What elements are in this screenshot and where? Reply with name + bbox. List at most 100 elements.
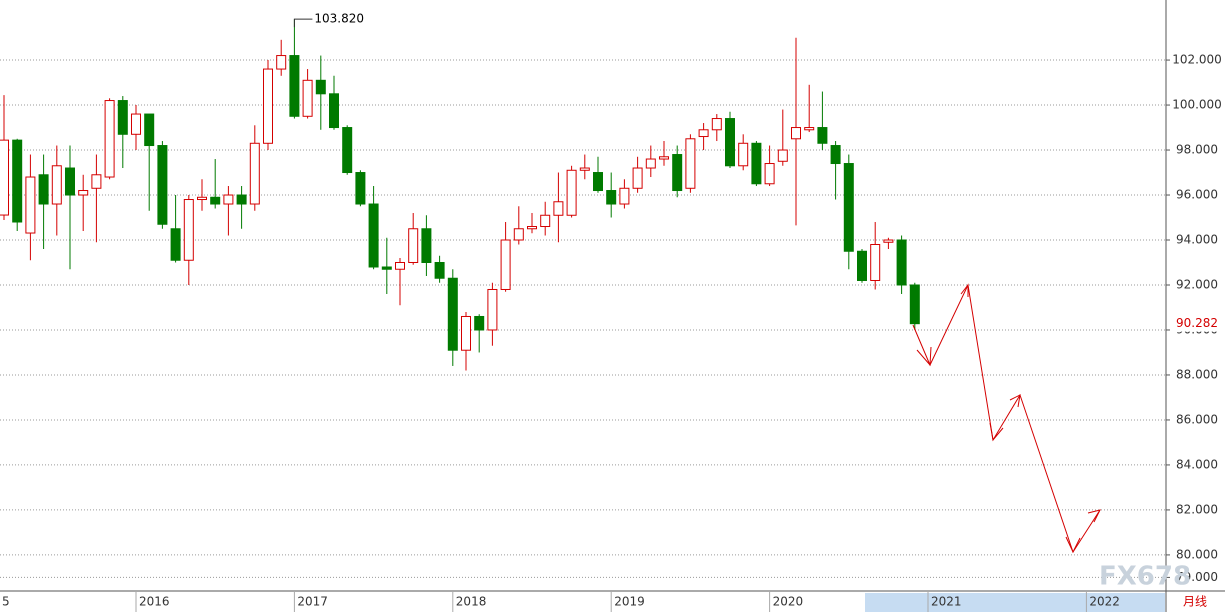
candle-body: [395, 261, 405, 270]
candle-body: [883, 239, 894, 243]
candle-body: [896, 239, 907, 286]
candle-body: [38, 174, 49, 205]
x-tick-label: 2016: [139, 595, 170, 609]
candle-body: [157, 145, 168, 225]
axes: 79.00080.00082.00084.00086.00088.00090.0…: [2, 12, 1224, 612]
x-tick-label: 5: [2, 595, 10, 609]
candle-body: [751, 142, 762, 185]
candle-body: [104, 100, 115, 178]
candle-body: [421, 228, 432, 263]
y-tick-label: 92.000: [1176, 277, 1218, 291]
candle-body: [263, 68, 273, 144]
candle-body: [593, 172, 603, 192]
arrow-head: [1065, 536, 1081, 554]
candle-body: [527, 226, 537, 230]
candle-body: [236, 194, 247, 205]
candle-body: [210, 196, 221, 205]
x-tick-label: 2018: [456, 595, 487, 609]
candle-body: [447, 277, 458, 351]
y-tick-label: 96.000: [1176, 188, 1218, 202]
arrow-head: [989, 422, 1004, 442]
candle-body: [711, 118, 722, 131]
candle-body: [276, 55, 287, 70]
candle-body: [870, 244, 881, 281]
candle-body: [606, 190, 617, 205]
grid: [0, 59, 1165, 578]
y-tick-label: 102.000: [1172, 53, 1222, 67]
arrow-head: [960, 283, 969, 297]
candle-body: [764, 163, 775, 185]
candle-body: [170, 228, 181, 261]
max-label: 103.820: [314, 12, 364, 26]
candle-body: [738, 142, 749, 167]
candle-body: [725, 118, 735, 167]
candle-body: [513, 228, 524, 241]
candle-body: [249, 142, 260, 205]
y-tick-label: 84.000: [1176, 457, 1218, 471]
x-tick-label: 2020: [773, 595, 804, 609]
last-price-box: [1170, 315, 1224, 332]
candle-body: [197, 196, 207, 201]
candle-body: [183, 199, 194, 261]
candle-body: [579, 167, 590, 171]
candle-body: [355, 172, 366, 205]
candle-body: [78, 190, 89, 196]
candle-body: [25, 176, 36, 234]
candle-body: [65, 167, 75, 196]
arrow-head: [916, 346, 932, 367]
candle-body: [685, 138, 696, 189]
x-tick-label: 2017: [297, 595, 328, 609]
candle-body: [461, 315, 471, 351]
candle-body: [857, 250, 867, 281]
y-tick-label: 100.000: [1172, 98, 1222, 112]
candle-body: [540, 214, 551, 228]
y-tick-label: 88.000: [1176, 367, 1218, 381]
candle-body: [315, 79, 326, 95]
candle-body: [632, 167, 643, 189]
y-tick-label: 98.000: [1176, 143, 1218, 157]
candle-body: [474, 315, 485, 331]
watermark: FX678: [1099, 562, 1191, 592]
candle-body: [777, 149, 788, 162]
candle-body: [791, 127, 801, 140]
candle-body: [131, 113, 141, 135]
x-tick-label: 2021: [931, 595, 962, 609]
y-tick-label: 86.000: [1176, 412, 1218, 426]
candle-body: [645, 158, 656, 169]
x-tick-label: 2019: [614, 595, 645, 609]
candle-body: [843, 163, 854, 252]
period-label: 月线: [1183, 595, 1207, 609]
candle-body: [830, 145, 841, 165]
arrow-head: [1087, 509, 1101, 523]
candle-body: [144, 113, 155, 147]
candle-body: [434, 261, 445, 279]
candle-body: [0, 139, 9, 216]
candle-body: [500, 239, 511, 290]
candle-body: [51, 165, 62, 205]
arrow-head: [1009, 394, 1021, 408]
candle-body: [91, 174, 102, 189]
max-leader: [293, 18, 313, 28]
candle-body: [289, 55, 300, 117]
candle-body: [487, 288, 498, 331]
candle-body: [909, 284, 920, 325]
projection: [912, 283, 1101, 554]
y-tick-label: 80.000: [1176, 547, 1218, 561]
range-highlight: [865, 593, 1165, 612]
candle-body: [659, 156, 669, 160]
candle-body: [817, 127, 828, 144]
candle-body: [566, 169, 577, 216]
y-tick-label: 94.000: [1176, 233, 1218, 247]
candle-body: [302, 79, 313, 117]
candle-body: [698, 129, 709, 138]
candle-body: [381, 266, 392, 270]
candles: [0, 19, 920, 371]
candle-body: [672, 154, 683, 192]
y-tick-label: 82.000: [1176, 502, 1218, 516]
candle-body: [117, 100, 128, 135]
candle-body: [619, 187, 630, 205]
candle-body: [342, 127, 353, 174]
y-tick-label: 79.000: [1176, 570, 1218, 584]
